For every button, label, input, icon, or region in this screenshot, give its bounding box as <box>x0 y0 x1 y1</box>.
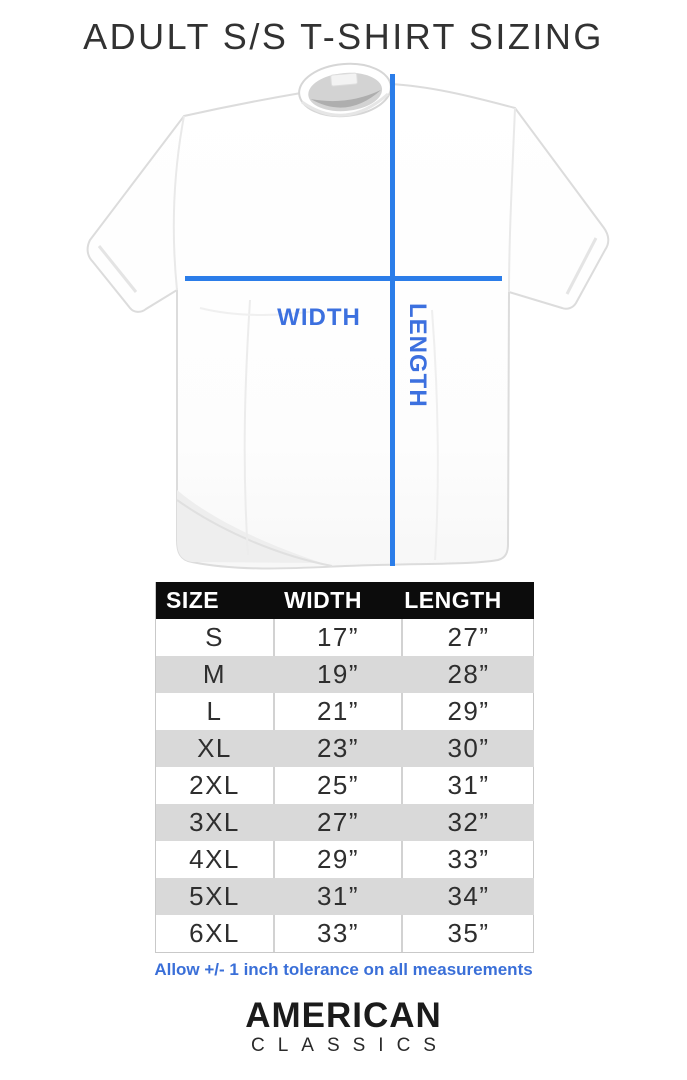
header-length: LENGTH <box>402 582 534 619</box>
table-row: 5XL 31” 34” <box>156 878 534 915</box>
right-cuff-line <box>565 237 598 295</box>
crease-line <box>243 299 251 556</box>
armhole-seam <box>172 115 185 291</box>
hem-fold-line <box>176 499 333 567</box>
header-width: WIDTH <box>274 582 402 619</box>
length-cell: 34” <box>447 881 490 911</box>
size-table: SIZE WIDTH LENGTH S 17” 27” M 19” 28” L <box>155 582 534 953</box>
length-cell: 35” <box>401 915 534 952</box>
table-row: 4XL 29” 33” <box>156 841 534 878</box>
width-cell: 23” <box>316 733 360 763</box>
width-cell: 31” <box>316 881 360 911</box>
size-cell: 2XL <box>189 770 240 800</box>
tshirt-diagram: WIDTH <box>0 60 687 572</box>
width-cell: 33” <box>273 915 402 952</box>
brand-name-primary: AMERICAN <box>245 996 442 1035</box>
tshirt-illustration <box>86 62 610 570</box>
size-cell: 5XL <box>189 881 240 911</box>
length-cell: 28” <box>447 659 490 689</box>
width-cell: 25” <box>273 767 402 804</box>
table-row: 3XL 27” 32” <box>156 804 534 841</box>
under-collar-shadow <box>301 92 389 117</box>
size-cell: S <box>205 622 224 652</box>
tolerance-note: Allow +/- 1 inch tolerance on all measur… <box>154 960 533 979</box>
header-size: SIZE <box>156 582 274 619</box>
table-header-row: SIZE WIDTH LENGTH <box>156 582 534 619</box>
width-cell: 21” <box>273 693 402 730</box>
length-cell: 30” <box>447 733 490 763</box>
length-cell: 31” <box>401 767 534 804</box>
armhole-seam <box>508 107 516 293</box>
collar-tag <box>330 72 358 87</box>
table-row: L 21” 29” <box>156 693 534 730</box>
size-cell: L <box>206 696 223 726</box>
crease-line <box>199 307 323 316</box>
width-cell: 29” <box>273 841 402 878</box>
size-cell: 3XL <box>189 807 240 837</box>
size-cell: M <box>202 659 227 689</box>
width-cell: 19” <box>316 659 360 689</box>
length-cell: 32” <box>447 807 490 837</box>
width-cell: 27” <box>316 807 360 837</box>
size-cell: 4XL <box>189 844 240 874</box>
table-row: XL 23” 30” <box>156 730 534 767</box>
left-cuff-line <box>97 245 138 293</box>
brand-logo: AMERICAN CLASSICS <box>0 998 687 1055</box>
width-measure-line <box>185 276 502 281</box>
size-cell: 6XL <box>189 918 240 948</box>
brand-name-secondary: CLASSICS <box>251 1035 449 1056</box>
width-cell: 17” <box>273 619 402 656</box>
length-label: LENGTH <box>404 303 431 408</box>
length-cell: 27” <box>401 619 534 656</box>
width-label: WIDTH <box>277 304 361 331</box>
shirt-hem-fold <box>177 490 322 563</box>
table-row: 2XL 25” 31” <box>156 767 534 804</box>
crease-line <box>431 309 439 561</box>
length-cell: 29” <box>401 693 534 730</box>
length-measure-line <box>390 74 395 566</box>
page-title: ADULT S/S T-SHIRT SIZING <box>83 16 604 57</box>
table-row: S 17” 27” <box>156 619 534 656</box>
length-cell: 33” <box>401 841 534 878</box>
table-row: 6XL 33” 35” <box>156 915 534 952</box>
shirt-body <box>86 80 610 570</box>
table-row: M 19” 28” <box>156 656 534 693</box>
size-cell: XL <box>197 733 232 763</box>
